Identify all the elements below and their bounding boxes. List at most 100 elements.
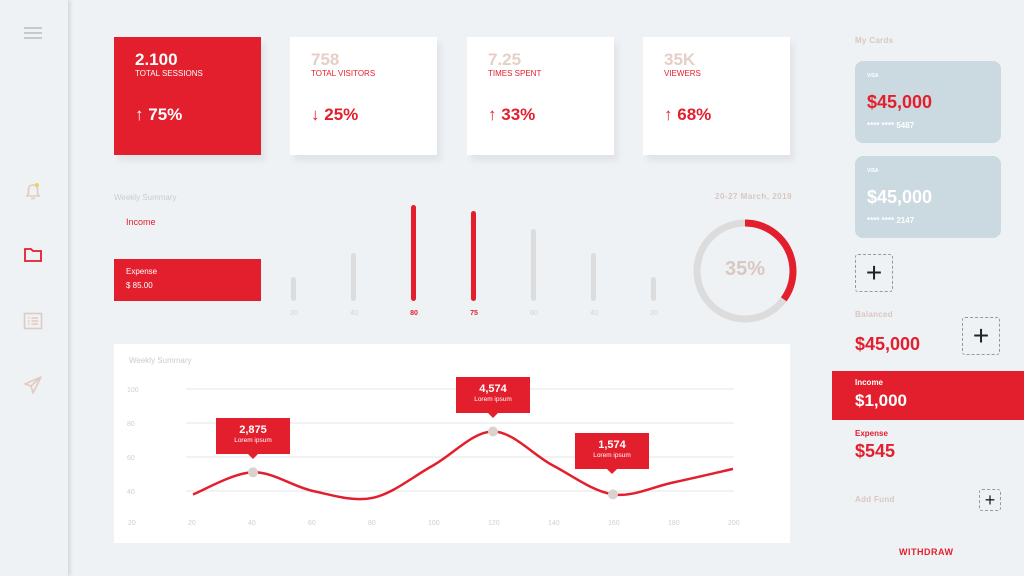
bar-tick-label: 40 xyxy=(350,310,358,317)
callout-value: 1,574 xyxy=(598,439,626,451)
stat-card-total-visitors[interactable]: 758 TOTAL VISITORS ↓ 25% xyxy=(290,37,437,155)
card-brand: VISA xyxy=(867,73,879,79)
stat-change-value: 75% xyxy=(148,105,183,124)
line-chart-panel: Weekly Summary 100 80 60 40 20 20 40 60 80 100 120… xyxy=(114,344,790,543)
x-tick-label: 20 xyxy=(188,520,196,527)
bar xyxy=(411,205,416,301)
callout-label: Lorem ipsum xyxy=(474,396,512,403)
sidebar xyxy=(0,0,68,576)
callout-label: Lorem ipsum xyxy=(234,437,272,444)
folder-icon[interactable] xyxy=(22,244,44,266)
stat-label: TOTAL SESSIONS xyxy=(135,69,203,78)
list-icon[interactable] xyxy=(22,310,44,332)
bar-tick-label: 75 xyxy=(470,310,478,317)
card-number: **** **** 5487 xyxy=(867,121,915,130)
bar xyxy=(531,229,536,301)
data-point xyxy=(488,426,498,437)
stat-change-value: 25% xyxy=(324,105,359,124)
stat-card-total-sessions[interactable]: 2.100 TOTAL SESSIONS ↑ 75% xyxy=(114,37,261,155)
add-fund-label: Add Fund xyxy=(855,495,895,504)
series-line xyxy=(192,430,734,501)
bar-tick-label: 40 xyxy=(590,310,598,317)
x-tick-label: 80 xyxy=(368,520,376,527)
bar-tick-label: 80 xyxy=(410,310,418,317)
y-tick-label: 80 xyxy=(127,421,135,428)
x-tick-label: 180 xyxy=(668,520,680,527)
arrow-up-icon: ↑ xyxy=(664,105,673,124)
y-tick-label: 40 xyxy=(127,489,135,496)
donut-percent: 35% xyxy=(724,258,766,280)
expense-label: Expense xyxy=(126,267,158,276)
card-brand: VISA xyxy=(867,168,879,174)
plus-icon: + xyxy=(972,320,990,351)
add-card-button[interactable]: + xyxy=(855,254,893,292)
stat-value: 758 xyxy=(311,50,340,69)
paper-plane-icon[interactable] xyxy=(22,374,44,396)
payment-card[interactable]: VISA $45,000 **** **** 5487 xyxy=(855,61,1001,143)
data-point xyxy=(608,489,618,500)
bar-tick-label: 20 xyxy=(290,310,298,317)
stat-label: TIMES SPENT xyxy=(488,69,542,78)
menu-icon[interactable] xyxy=(22,22,44,44)
arrow-up-icon: ↑ xyxy=(135,105,144,124)
x-tick-label: 40 xyxy=(248,520,256,527)
x-tick-label: 20 xyxy=(128,520,136,527)
expense-label-right: Expense xyxy=(855,429,888,438)
x-tick-label: 140 xyxy=(548,520,560,527)
x-tick-label: 60 xyxy=(308,520,316,527)
expense-value-right: $545 xyxy=(855,441,896,461)
card-number: **** **** 2147 xyxy=(867,216,915,225)
plus-icon: + xyxy=(984,489,996,510)
data-point xyxy=(248,467,258,478)
arrow-down-icon: ↓ xyxy=(311,105,320,124)
add-fund-button[interactable]: + xyxy=(979,489,1001,511)
my-cards-title: My Cards xyxy=(855,36,894,45)
income-value: $1,000 xyxy=(855,391,907,410)
callout-value: 4,574 xyxy=(479,383,507,395)
donut-arc xyxy=(693,219,797,323)
expense-box[interactable]: Expense $ 85.00 xyxy=(114,259,261,301)
stat-change: ↑ 68% xyxy=(664,105,711,125)
callout: 4,574 Lorem ipsum xyxy=(456,377,530,418)
payment-card[interactable]: VISA $45,000 **** **** 2147 xyxy=(855,156,1001,238)
stat-card-viewers[interactable]: 35K VIEWERS ↑ 68% xyxy=(643,37,790,155)
income-label: Income xyxy=(855,378,884,387)
stat-change: ↑ 75% xyxy=(135,105,182,125)
stat-change-value: 33% xyxy=(501,105,536,124)
bar-tick-label: 20 xyxy=(650,310,658,317)
income-panel[interactable]: Income $1,000 xyxy=(832,371,1024,420)
balanced-value: $45,000 xyxy=(855,334,921,354)
arrow-up-icon: ↑ xyxy=(488,105,497,124)
stat-change: ↑ 33% xyxy=(488,105,535,125)
add-balance-button[interactable]: + xyxy=(962,317,1000,355)
stat-label: TOTAL VISITORS xyxy=(311,69,376,78)
bell-icon[interactable] xyxy=(22,180,44,202)
card-amount: $45,000 xyxy=(867,187,933,207)
income-label: Income xyxy=(126,217,156,227)
expense-value: $ 85.00 xyxy=(126,281,153,290)
line-chart-title: Weekly Summary xyxy=(129,356,192,365)
bar xyxy=(651,277,656,301)
stat-change: ↓ 25% xyxy=(311,105,358,125)
withdraw-button[interactable]: WITHDRAW xyxy=(899,547,954,557)
weekly-summary-title: Weekly Summary xyxy=(114,193,177,202)
callout-value: 2,875 xyxy=(239,424,267,436)
bar-tick-label: 60 xyxy=(530,310,538,317)
bar xyxy=(351,253,356,301)
stat-card-times-spent[interactable]: 7.25 TIMES SPENT ↑ 33% xyxy=(467,37,614,155)
x-tick-label: 160 xyxy=(608,520,620,527)
x-tick-label: 100 xyxy=(428,520,440,527)
plus-icon: + xyxy=(865,257,883,288)
bar xyxy=(291,277,296,301)
x-tick-label: 200 xyxy=(728,520,740,527)
callout: 1,574 Lorem ipsum xyxy=(575,433,649,474)
date-range: 20-27 March, 2019 xyxy=(715,192,792,201)
callout: 2,875 Lorem ipsum xyxy=(216,418,290,459)
y-tick-label: 100 xyxy=(127,387,139,394)
stat-value: 2.100 xyxy=(135,50,178,69)
stat-value: 35K xyxy=(664,50,696,69)
callout-label: Lorem ipsum xyxy=(593,452,631,459)
y-tick-label: 60 xyxy=(127,455,135,462)
stat-label: VIEWERS xyxy=(664,69,701,78)
stat-value: 7.25 xyxy=(488,50,522,69)
